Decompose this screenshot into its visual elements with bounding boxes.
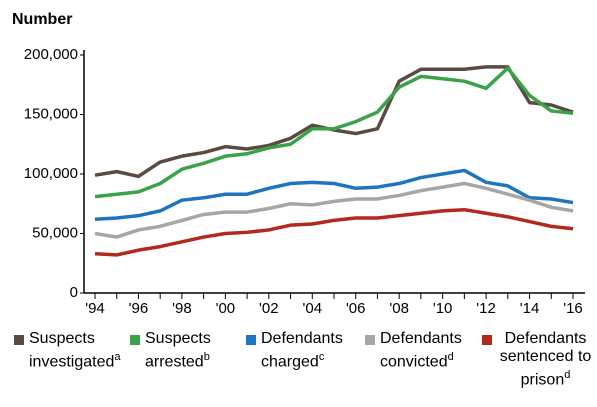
legend-swatch xyxy=(246,335,256,345)
series-line xyxy=(94,65,574,179)
legend-item: Suspects investigateda xyxy=(14,330,124,371)
plot: Number 0 50,000 100,000 150,000 200,000 '94 '9… xyxy=(12,11,585,317)
x-tick-label: '96 xyxy=(129,300,149,317)
legend-item: Defendants convictedd xyxy=(365,330,477,371)
x-tick-label: '10 xyxy=(433,300,453,317)
chart-title: Number xyxy=(12,11,72,28)
x-tick-label: '14 xyxy=(520,300,540,317)
x-tick-label: '04 xyxy=(302,300,322,317)
y-tick-label: 150,000 xyxy=(24,105,78,122)
x-tick-label: '12 xyxy=(476,300,496,317)
legend-label: Defendants convicted xyxy=(380,330,462,371)
x-tick-label: '08 xyxy=(389,300,409,317)
legend-swatch xyxy=(130,335,140,345)
x-tick-label: '06 xyxy=(346,300,366,317)
legend-footnote: d xyxy=(447,351,454,363)
legend-label: Suspects investigated xyxy=(29,330,115,371)
legend-text: Defendants convictedd xyxy=(380,330,477,371)
legend-text: Defendants chargedc xyxy=(261,330,361,371)
legend-item: Suspects arrestedb xyxy=(130,330,240,371)
legend-text: Suspects arrestedb xyxy=(145,330,240,371)
series-line xyxy=(94,66,574,199)
legend-item: Defendants sentenced to prisond xyxy=(482,330,594,389)
legend-footnote: b xyxy=(203,351,210,363)
legend-label: Defendants charged xyxy=(261,330,343,371)
legend-text: Suspects investigateda xyxy=(29,330,124,371)
legend-footnote: d xyxy=(564,369,571,381)
y-tick-label: 200,000 xyxy=(24,46,78,63)
x-tick-label: '02 xyxy=(259,300,279,317)
y-tick-label: 0 xyxy=(70,284,78,301)
legend-swatch xyxy=(365,335,375,345)
legend-item: Defendants chargedc xyxy=(246,330,361,371)
legend-footnote: c xyxy=(318,351,325,363)
series-line xyxy=(94,207,574,257)
y-tick-label: 50,000 xyxy=(32,224,78,241)
legend-swatch xyxy=(14,335,24,345)
legend-text: Defendants sentenced to prisond xyxy=(497,330,594,389)
legend-label: Defendants sentenced to prison xyxy=(499,330,592,389)
x-tick-label: '94 xyxy=(85,300,105,317)
series-line xyxy=(94,181,574,239)
series-line xyxy=(94,168,574,221)
legend-label: Suspects arrested xyxy=(145,330,211,371)
x-tick-label: '98 xyxy=(172,300,192,317)
x-tick-label: '00 xyxy=(216,300,236,317)
x-tick-label: '16 xyxy=(563,300,583,317)
legend-swatch xyxy=(482,335,492,345)
y-tick-label: 100,000 xyxy=(24,165,78,182)
legend-footnote: a xyxy=(114,351,121,363)
